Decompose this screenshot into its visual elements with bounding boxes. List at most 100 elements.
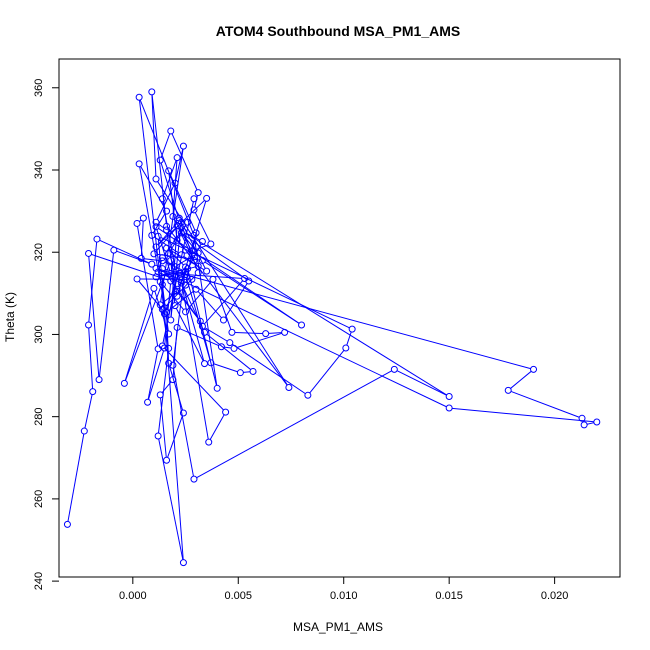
data-point xyxy=(230,344,238,352)
data-point xyxy=(148,260,156,268)
x-tick-label: 0.020 xyxy=(541,590,569,602)
data-point xyxy=(249,367,257,375)
series-line-segment xyxy=(164,347,224,411)
data-point xyxy=(152,223,160,231)
y-tick-label: 240 xyxy=(33,572,45,590)
data-point xyxy=(171,263,179,271)
data-point xyxy=(179,409,187,417)
data-point xyxy=(158,195,166,203)
x-tick-label: 0.015 xyxy=(435,590,463,602)
y-tick-label: 280 xyxy=(33,407,45,425)
series-line-segment xyxy=(213,282,232,330)
data-point xyxy=(190,231,198,239)
data-point xyxy=(173,222,181,229)
data-point xyxy=(190,256,198,264)
data-point xyxy=(241,275,249,283)
data-point xyxy=(175,214,183,222)
series-line-segment xyxy=(181,273,531,370)
data-point xyxy=(177,276,185,284)
data-point xyxy=(593,418,601,426)
series-line-segment xyxy=(88,256,100,377)
series-line-segment xyxy=(179,328,219,347)
series-line-segment xyxy=(204,280,243,325)
series-line-segment xyxy=(139,99,194,233)
data-point xyxy=(580,421,588,429)
series-line-segment xyxy=(167,415,183,458)
series-line-segment xyxy=(137,226,159,346)
data-point xyxy=(95,376,103,384)
series-line-segment xyxy=(67,433,85,522)
data-point xyxy=(144,398,152,406)
data-point xyxy=(203,194,211,202)
data-point xyxy=(179,142,187,150)
data-point xyxy=(89,388,97,396)
series-line-segment xyxy=(158,223,165,229)
data-point xyxy=(154,345,162,353)
y-tick-label: 360 xyxy=(33,79,45,97)
series-line-segment xyxy=(91,253,169,281)
data-point xyxy=(158,305,166,313)
data-point xyxy=(182,263,190,271)
data-point xyxy=(198,256,206,264)
x-tick-label: 0.000 xyxy=(119,590,147,602)
data-point xyxy=(110,246,118,254)
series-line-segment xyxy=(155,224,180,252)
data-point xyxy=(173,285,181,293)
data-point xyxy=(205,438,213,446)
series-line-segment xyxy=(138,280,161,308)
data-point xyxy=(194,249,202,257)
data-point xyxy=(175,269,183,277)
data-point xyxy=(298,321,306,329)
series-line-segment xyxy=(224,283,248,318)
data-point xyxy=(150,284,158,292)
data-point xyxy=(154,432,162,440)
data-point xyxy=(173,154,181,162)
series-line-segment xyxy=(182,285,204,330)
data-point xyxy=(217,343,225,351)
data-point xyxy=(171,302,179,310)
series-line-segment xyxy=(158,227,300,324)
data-point xyxy=(148,88,156,96)
data-point xyxy=(182,246,190,254)
series-line-segment xyxy=(396,370,447,396)
data-point xyxy=(173,287,181,295)
data-point xyxy=(120,379,128,387)
data-point xyxy=(192,285,200,293)
data-point xyxy=(158,281,166,289)
data-point xyxy=(152,175,160,183)
series-line-segment xyxy=(452,407,594,423)
data-point xyxy=(167,277,175,285)
data-point xyxy=(80,427,88,435)
data-point xyxy=(133,219,141,227)
data-point xyxy=(163,222,171,230)
data-point xyxy=(182,281,190,289)
series-line-segment xyxy=(194,212,210,242)
data-point xyxy=(222,408,230,416)
data-point xyxy=(150,250,158,258)
series-line-segment xyxy=(88,327,94,389)
y-tick-label: 260 xyxy=(33,490,45,508)
data-point xyxy=(93,235,101,243)
plot-frame xyxy=(58,58,621,578)
data-point xyxy=(163,244,171,252)
series-line-segment xyxy=(243,371,251,373)
series-line-segment xyxy=(232,343,306,395)
data-point xyxy=(139,214,147,222)
y-axis: 240 260 280 300 320 340 360 xyxy=(33,79,59,590)
data-point xyxy=(179,559,187,567)
data-point xyxy=(201,328,209,336)
series-line-segment xyxy=(99,239,150,264)
series-line-segment xyxy=(175,148,184,181)
data-point xyxy=(167,127,175,135)
data-point xyxy=(167,316,175,324)
data-point xyxy=(169,376,177,384)
series-line-segment xyxy=(147,351,159,400)
data-point xyxy=(165,167,173,175)
data-point xyxy=(156,391,164,399)
x-tick-label: 0.010 xyxy=(330,590,358,602)
series-line-segment xyxy=(206,333,252,370)
data-point xyxy=(194,269,202,277)
data-point xyxy=(190,475,198,483)
data-point xyxy=(194,189,202,197)
series-line-segment xyxy=(181,282,205,361)
